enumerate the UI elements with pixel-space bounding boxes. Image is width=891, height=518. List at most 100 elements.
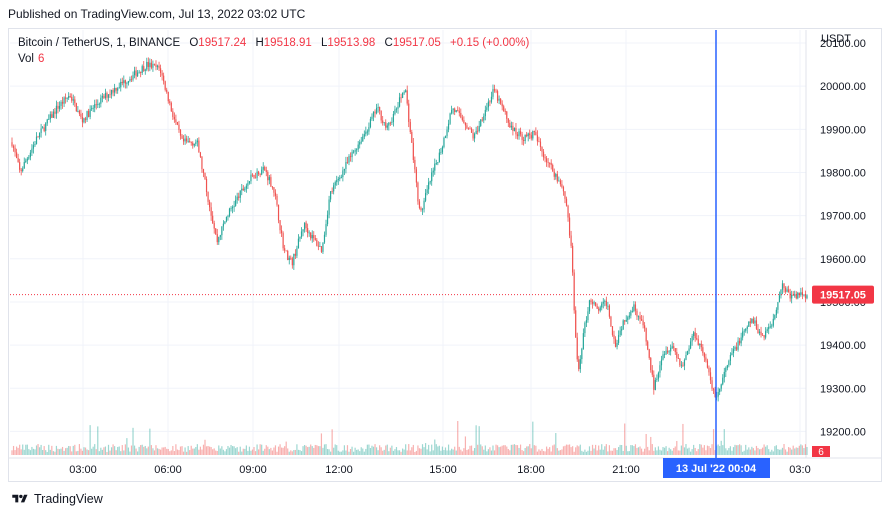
candle-body bbox=[86, 111, 88, 120]
volume-bar bbox=[693, 444, 695, 455]
volume-bar bbox=[555, 433, 557, 455]
volume-bar bbox=[722, 445, 724, 455]
candle-body bbox=[604, 300, 606, 302]
volume-bar bbox=[552, 445, 554, 455]
volume-bar bbox=[542, 451, 545, 455]
volume-bar bbox=[467, 449, 470, 455]
currency-label[interactable]: USDT bbox=[821, 33, 851, 45]
volume-bar bbox=[470, 445, 473, 455]
candle-body bbox=[258, 171, 260, 175]
candle-body bbox=[132, 75, 134, 80]
volume-bar bbox=[224, 451, 226, 455]
candle-body bbox=[798, 292, 800, 296]
candle-body bbox=[444, 136, 447, 138]
volume-bar bbox=[42, 450, 44, 455]
volume-bar bbox=[392, 450, 395, 455]
candle-body bbox=[789, 292, 791, 299]
volume-bar bbox=[593, 448, 595, 455]
volume-bar bbox=[22, 444, 24, 455]
volume-bar bbox=[299, 450, 301, 455]
volume-bar bbox=[264, 448, 266, 455]
volume-bar bbox=[192, 448, 194, 455]
candle-body bbox=[196, 140, 198, 143]
volume-bar bbox=[339, 451, 341, 455]
candle-body bbox=[763, 335, 765, 338]
volume-bar bbox=[572, 446, 574, 455]
volume-bar bbox=[31, 446, 33, 455]
symbol-label[interactable]: Bitcoin / TetherUS, 1, BINANCE bbox=[18, 37, 181, 49]
candle-body bbox=[467, 128, 470, 130]
candle-body bbox=[290, 257, 292, 259]
volume-bar bbox=[411, 447, 413, 455]
volume-bar bbox=[625, 445, 627, 455]
footer-brand[interactable]: TradingView bbox=[10, 492, 103, 506]
candle-body bbox=[219, 235, 221, 237]
candle-body bbox=[84, 118, 87, 120]
candle-body bbox=[737, 340, 739, 350]
candle-body bbox=[126, 83, 128, 84]
volume-bar bbox=[57, 448, 59, 455]
volume-bar bbox=[78, 444, 80, 455]
volume-bar bbox=[293, 450, 295, 455]
volume-bar bbox=[369, 448, 372, 455]
volume-bar bbox=[760, 448, 762, 455]
volume-bar bbox=[711, 444, 713, 455]
candle-body bbox=[772, 318, 774, 326]
candle-body bbox=[504, 111, 506, 112]
candle-body bbox=[647, 341, 649, 350]
volume-bar bbox=[210, 447, 212, 455]
candle-body bbox=[354, 150, 356, 152]
candle-body bbox=[437, 162, 439, 164]
volume-bar bbox=[389, 447, 391, 455]
candle-body bbox=[43, 127, 45, 131]
volume-bar bbox=[496, 445, 499, 455]
candle-body bbox=[438, 152, 440, 163]
candle-body bbox=[172, 111, 174, 117]
volume-bar bbox=[477, 444, 479, 455]
candle-body bbox=[801, 292, 804, 295]
published-caption: Published on TradingView.com, Jul 13, 20… bbox=[8, 7, 306, 21]
candle-body bbox=[683, 359, 686, 366]
candle-body bbox=[123, 80, 125, 84]
volume-bar bbox=[662, 447, 664, 455]
candle-body bbox=[621, 329, 623, 331]
candle-body bbox=[190, 141, 192, 143]
volume-bar bbox=[564, 445, 566, 455]
volume-label[interactable]: Vol bbox=[18, 53, 34, 65]
candle-body bbox=[222, 223, 224, 227]
candle-body bbox=[536, 135, 539, 142]
volume-bar bbox=[630, 445, 632, 455]
candle-body bbox=[349, 156, 352, 158]
candle-body bbox=[797, 292, 799, 299]
candle-body bbox=[496, 91, 499, 101]
candle-body bbox=[564, 191, 566, 199]
candle-body bbox=[509, 122, 511, 128]
volume-value: 6 bbox=[38, 53, 45, 65]
candle-body bbox=[28, 157, 30, 159]
volume-bar bbox=[259, 444, 261, 455]
volume-bar bbox=[769, 451, 771, 455]
volume-bar bbox=[765, 446, 767, 455]
volume-bar bbox=[91, 448, 93, 455]
volume-bar bbox=[222, 449, 224, 455]
volume-bar bbox=[740, 445, 742, 455]
candle-body bbox=[60, 101, 62, 107]
candle-body bbox=[552, 165, 554, 172]
volume-bar bbox=[578, 446, 580, 455]
candle-body bbox=[187, 141, 189, 142]
candle-body bbox=[63, 97, 65, 104]
candle-body bbox=[567, 205, 569, 218]
volume-bar bbox=[562, 446, 565, 455]
candle-body bbox=[466, 125, 468, 129]
volume-bar bbox=[280, 447, 283, 455]
candle-body bbox=[478, 125, 480, 131]
candle-body bbox=[739, 340, 741, 344]
candle-body bbox=[254, 177, 257, 179]
volume-bar bbox=[591, 444, 594, 455]
volume-bar bbox=[469, 445, 471, 455]
volume-bar bbox=[32, 448, 35, 455]
volume-bar bbox=[604, 446, 606, 455]
volume-bar bbox=[322, 447, 324, 455]
volume-bar bbox=[735, 445, 738, 455]
